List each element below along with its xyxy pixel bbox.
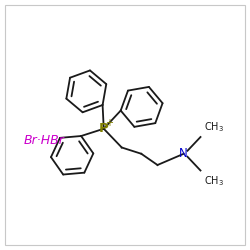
Text: P: P [99,122,108,135]
Text: Br·HBr: Br·HBr [24,134,64,146]
Text: CH$_3$: CH$_3$ [204,174,224,188]
Text: +: + [105,118,113,128]
Text: CH$_3$: CH$_3$ [204,120,224,134]
Text: N: N [180,147,188,160]
